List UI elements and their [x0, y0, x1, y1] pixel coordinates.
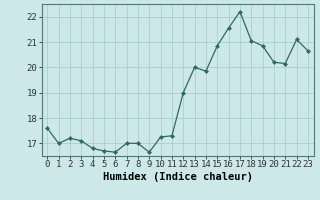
X-axis label: Humidex (Indice chaleur): Humidex (Indice chaleur) — [103, 172, 252, 182]
